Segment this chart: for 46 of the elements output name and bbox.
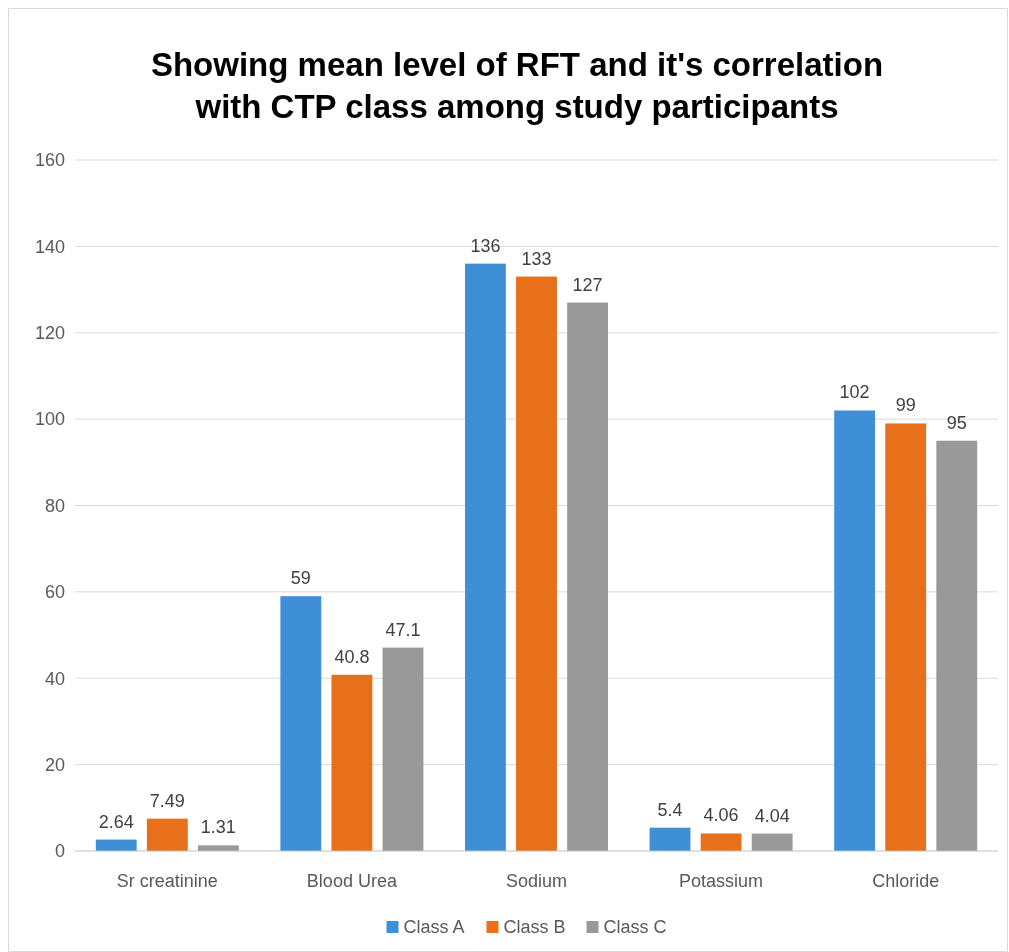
- legend-label: Class B: [503, 917, 566, 938]
- data-label: 5.4: [657, 799, 683, 820]
- legend-label: Class C: [603, 917, 667, 938]
- bar: [700, 833, 742, 851]
- bar: [936, 440, 978, 851]
- bar: [649, 827, 691, 851]
- data-label: 4.04: [754, 805, 790, 826]
- data-label: 4.06: [703, 805, 739, 826]
- y-tick-label: 0: [54, 841, 65, 862]
- data-label: 133: [521, 248, 552, 269]
- data-label: 95: [946, 412, 967, 433]
- data-label: 2.64: [98, 811, 134, 832]
- y-tick-label: 60: [44, 582, 65, 603]
- x-tick-label: Chloride: [872, 871, 940, 891]
- y-tick-label: 100: [34, 409, 65, 430]
- bar: [516, 276, 557, 851]
- bar: [280, 596, 322, 851]
- y-tick-label: 140: [34, 236, 65, 257]
- chart-title: Showing mean level of RFT and it's correlation with CTP class among study participants: [150, 46, 884, 125]
- bar: [382, 647, 424, 851]
- x-tick-label: Blood Urea: [306, 871, 398, 891]
- data-label: 47.1: [385, 619, 421, 640]
- bar: [751, 833, 793, 851]
- data-label: 1.31: [200, 817, 236, 838]
- x-tick-label: Potassium: [679, 871, 764, 891]
- bar: [885, 423, 927, 851]
- x-tick-label: Sodium: [505, 871, 568, 891]
- bar: [567, 302, 608, 851]
- data-label: 136: [470, 235, 501, 256]
- data-label: 127: [572, 274, 603, 295]
- y-tick-label: 160: [34, 150, 65, 171]
- data-label: 40.8: [334, 646, 370, 667]
- legend-label: Class A: [403, 917, 465, 938]
- data-label: 59: [290, 568, 311, 589]
- bar: [331, 674, 373, 851]
- y-tick-label: 20: [44, 754, 65, 775]
- data-label: 7.49: [149, 790, 185, 811]
- bar: [146, 818, 188, 851]
- y-tick-label: 40: [44, 668, 65, 689]
- bar: [834, 410, 876, 851]
- data-label: 102: [839, 382, 870, 403]
- data-label: 99: [895, 395, 916, 416]
- bar: [465, 263, 506, 851]
- x-tick-label: Sr creatinine: [116, 871, 218, 891]
- y-tick-label: 120: [34, 323, 65, 344]
- y-tick-label: 80: [44, 495, 65, 516]
